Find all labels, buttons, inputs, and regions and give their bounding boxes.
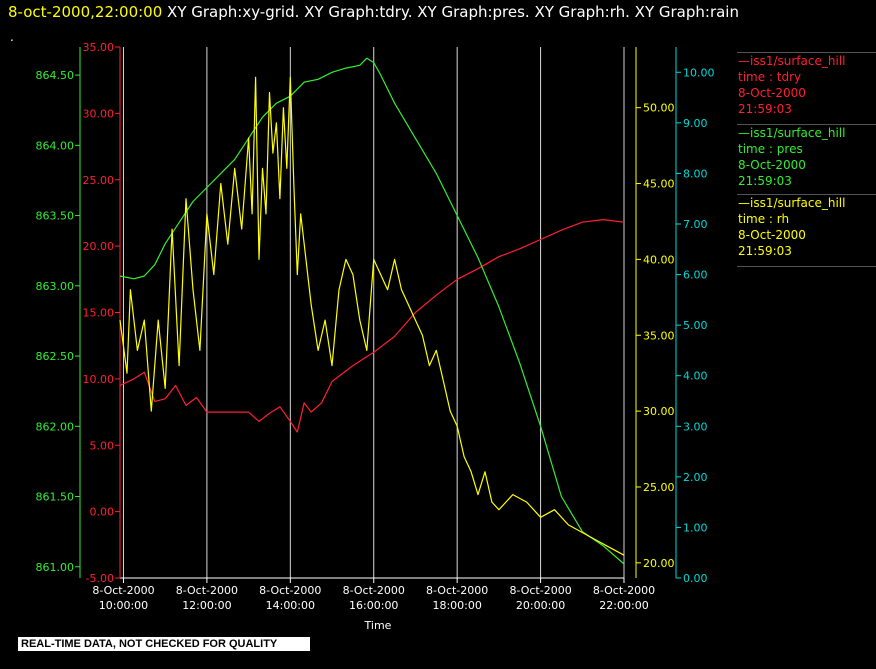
- header-datetime: 8-oct-2000,22:00:00: [8, 3, 163, 21]
- rain-tick-label: 4.00: [683, 370, 708, 383]
- rh-tick-label: 30.00: [643, 405, 675, 418]
- rain-tick-label: 3.00: [683, 420, 708, 433]
- legend-time: 21:59:03: [738, 174, 792, 188]
- pres-tick-label: 861.00: [36, 561, 75, 574]
- rh-tick-label: 40.00: [643, 253, 675, 266]
- pres-tick-label: 863.00: [36, 280, 75, 293]
- legend-separator: [737, 52, 876, 53]
- rain-tick-label: 5.00: [683, 319, 708, 332]
- rain-tick-label: 6.00: [683, 269, 708, 282]
- tdry-tick-label: 10.00: [83, 373, 115, 386]
- rain-tick-label: 2.00: [683, 471, 708, 484]
- rh-tick-label: 20.00: [643, 557, 675, 570]
- marker-dot: .: [10, 30, 14, 44]
- chart-header: 8-oct-2000,22:00:00 XY Graph:xy-grid. XY…: [8, 3, 739, 21]
- x-tick-label-date: 8-Oct-2000: [426, 584, 488, 597]
- rh-tick-label: 35.00: [643, 329, 675, 342]
- tdry-tick-label: 20.00: [83, 240, 115, 253]
- rain-tick-label: 1.00: [683, 521, 708, 534]
- x-tick-label-date: 8-Oct-2000: [509, 584, 571, 597]
- x-tick-label-date: 8-Oct-2000: [259, 584, 321, 597]
- rain-tick-label: 8.00: [683, 167, 708, 180]
- pres-tick-label: 864.50: [36, 69, 75, 82]
- rh-tick-label: 50.00: [643, 102, 675, 115]
- pres-tick-label: 864.00: [36, 139, 75, 152]
- x-tick-label-date: 8-Oct-2000: [343, 584, 405, 597]
- quality-disclaimer: REAL-TIME DATA, NOT CHECKED FOR QUALITY: [18, 637, 310, 651]
- legend-var: time : rh: [738, 212, 790, 226]
- tdry-tick-label: 5.00: [90, 439, 115, 452]
- tdry-series-line: [119, 219, 625, 433]
- legend-station: —iss1/surface_hill: [738, 126, 846, 140]
- x-tick-label-time: 10:00:00: [99, 599, 148, 612]
- pres-tick-label: 861.50: [36, 491, 75, 504]
- rh-series-line: [119, 76, 625, 556]
- legend-time: 21:59:03: [738, 244, 792, 258]
- x-tick-label-time: 20:00:00: [516, 599, 565, 612]
- x-tick-label-date: 8-Oct-2000: [176, 584, 238, 597]
- rh-tick-label: 45.00: [643, 178, 675, 191]
- legend-date: 8-Oct-2000: [738, 86, 806, 100]
- legend-separator: [737, 124, 876, 125]
- pres-tick-label: 862.00: [36, 420, 75, 433]
- legend-date: 8-Oct-2000: [738, 228, 806, 242]
- legend-station: —iss1/surface_hill: [738, 54, 846, 68]
- legend-var: time : pres: [738, 142, 803, 156]
- legend-time: 21:59:03: [738, 102, 792, 116]
- x-tick-label-date: 8-Oct-2000: [92, 584, 154, 597]
- rh-tick-label: 25.00: [643, 481, 675, 494]
- tdry-tick-label: 35.00: [83, 41, 115, 54]
- tdry-tick-label: 25.00: [83, 174, 115, 187]
- x-tick-label-time: 16:00:00: [349, 599, 398, 612]
- x-tick-label-time: 14:00:00: [266, 599, 315, 612]
- legend-separator: [737, 266, 876, 267]
- header-graph-list: XY Graph:xy-grid. XY Graph:tdry. XY Grap…: [167, 3, 739, 21]
- x-tick-label-time: 12:00:00: [182, 599, 231, 612]
- x-tick-label-time: 22:00:00: [599, 599, 648, 612]
- legend-station: —iss1/surface_hill: [738, 196, 846, 210]
- tdry-tick-label: 30.00: [83, 107, 115, 120]
- rain-tick-label: 7.00: [683, 218, 708, 231]
- pres-tick-label: 862.50: [36, 350, 75, 363]
- tdry-tick-label: -5.00: [86, 572, 114, 585]
- x-tick-label-time: 18:00:00: [432, 599, 481, 612]
- legend-separator: [737, 194, 876, 195]
- pres-series-line: [119, 57, 625, 565]
- x-axis-label: Time: [364, 619, 392, 632]
- rain-tick-label: 9.00: [683, 117, 708, 130]
- tdry-tick-label: 0.00: [90, 506, 115, 519]
- x-tick-label-date: 8-Oct-2000: [593, 584, 655, 597]
- legend-var: time : tdry: [738, 70, 802, 84]
- tdry-tick-label: 15.00: [83, 307, 115, 320]
- legend-date: 8-Oct-2000: [738, 158, 806, 172]
- rain-tick-label: 0.00: [683, 572, 708, 585]
- pres-tick-label: 863.50: [36, 210, 75, 223]
- rain-tick-label: 10.00: [683, 66, 715, 79]
